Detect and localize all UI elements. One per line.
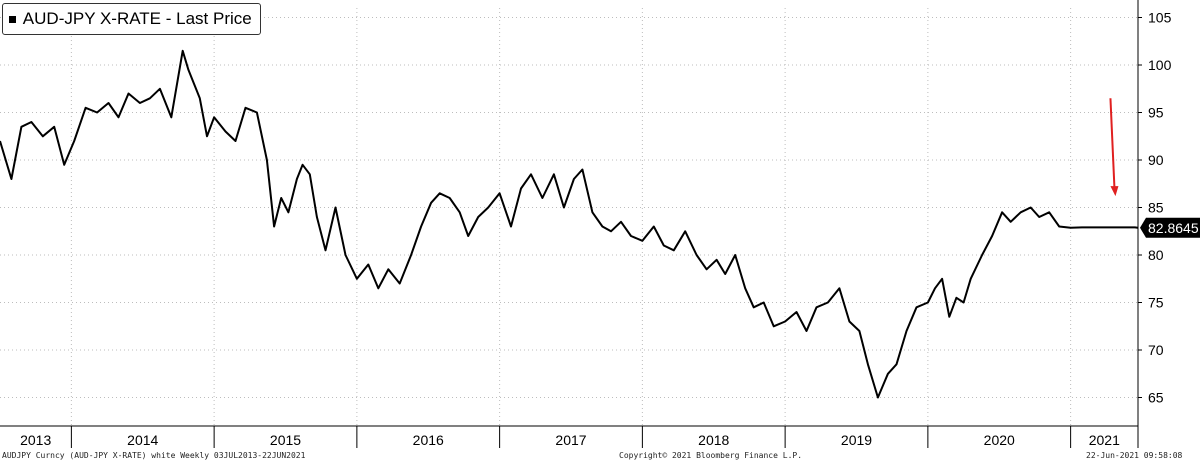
grid-layer (0, 8, 1138, 426)
chart-legend: AUD-JPY X-RATE - Last Price (2, 3, 261, 35)
last-price-label: 82.8645 (1148, 220, 1199, 236)
x-tick-label: 2014 (127, 432, 158, 448)
footer-center: Copyright© 2021 Bloomberg Finance L.P. (619, 451, 803, 460)
y-tick-label: 70 (1148, 342, 1164, 358)
annotation-arrow-head (1110, 186, 1119, 197)
x-tick-label: 2016 (413, 432, 444, 448)
y-tick-label: 105 (1148, 10, 1172, 26)
y-tick-label: 100 (1148, 57, 1172, 73)
legend-label: AUD-JPY X-RATE - Last Price (22, 9, 252, 28)
x-tick-label: 2020 (984, 432, 1015, 448)
x-tick-label: 2017 (555, 432, 586, 448)
x-tick-label: 2021 (1089, 432, 1120, 448)
y-tick-label: 80 (1148, 247, 1164, 263)
y-tick-label: 65 (1148, 390, 1164, 406)
legend-swatch-icon (9, 16, 16, 24)
annotation-layer (1109, 98, 1119, 197)
x-tick-label: 2013 (20, 432, 51, 448)
x-tick-label: 2018 (698, 432, 729, 448)
x-tick-label: 2015 (270, 432, 301, 448)
axis-layer: 65 70 75 80 85 90 95 100 105 2013 2014 2015 2016 2017… (0, 0, 1200, 448)
y-tick-label: 85 (1148, 200, 1164, 216)
y-tick-label: 90 (1148, 152, 1164, 168)
annotation-arrow-shaft (1109, 98, 1116, 189)
y-tick-label: 75 (1148, 295, 1164, 311)
series-line-aud-jpy (0, 49, 1138, 399)
chart-footer: AUDJPY Curncy (AUD-JPY X-RATE) white Wee… (0, 449, 1200, 462)
series-layer (0, 49, 1138, 399)
y-tick-label: 95 (1148, 105, 1164, 121)
footer-left: AUDJPY Curncy (AUD-JPY X-RATE) white Wee… (2, 451, 306, 460)
x-tick-label: 2019 (841, 432, 872, 448)
last-price-tag (1140, 217, 1200, 238)
footer-right: 22-Jun-2021 09:58:08 (1086, 451, 1183, 460)
